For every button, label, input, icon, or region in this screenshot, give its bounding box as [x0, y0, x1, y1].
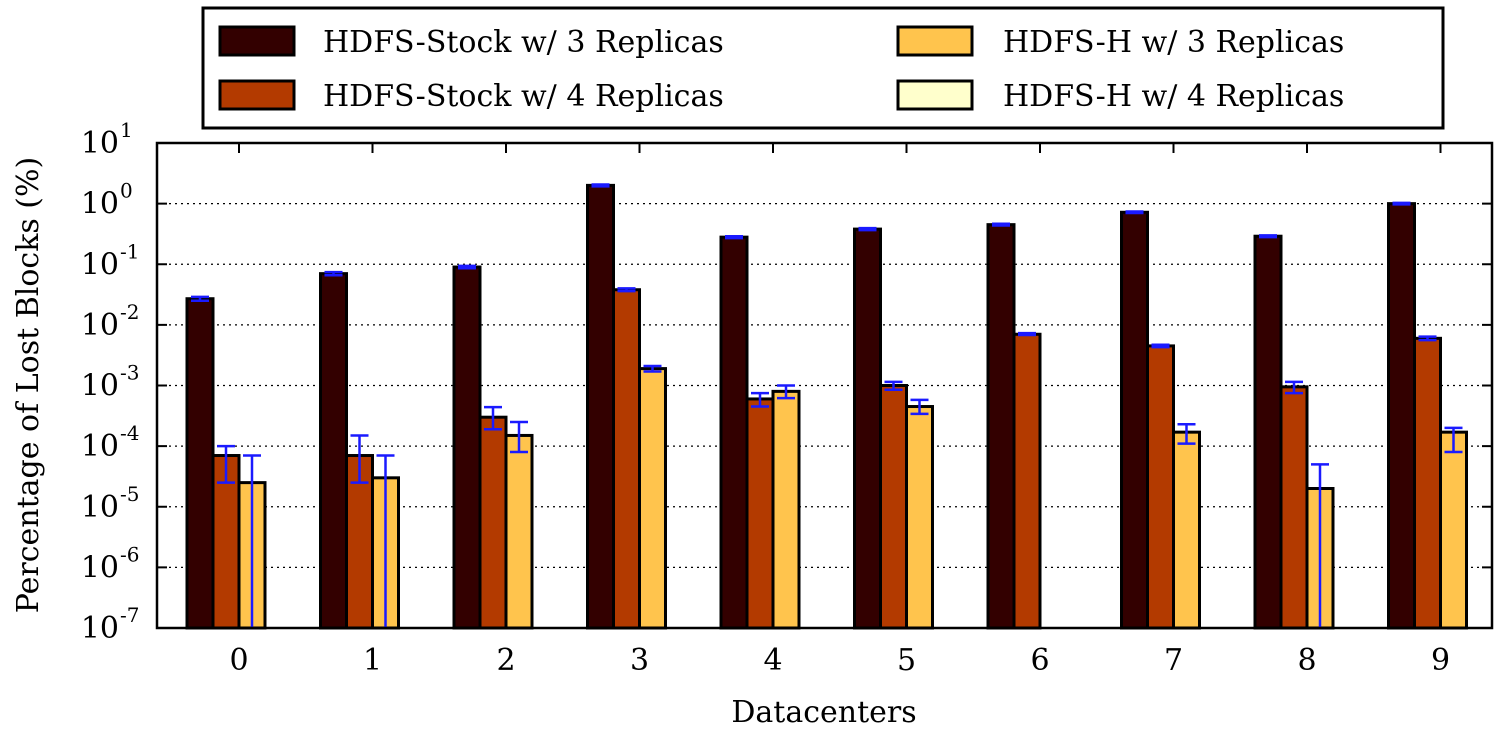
x-tick-label: 5: [897, 643, 916, 678]
x-axis-title: Datacenters: [731, 695, 916, 730]
y-tick-label: 10: [81, 126, 119, 161]
legend-swatch: [218, 79, 296, 111]
y-tick-exponent: -3: [120, 361, 139, 385]
bar: [612, 288, 641, 630]
bar: [1146, 344, 1175, 630]
legend-swatch: [896, 25, 974, 57]
error-bars: [191, 183, 1463, 628]
x-tick-label: 8: [1297, 643, 1316, 678]
y-tick-label: 10: [81, 490, 119, 525]
y-tick-label: 10: [81, 187, 119, 222]
bar: [319, 272, 348, 630]
bar: [879, 384, 908, 630]
legend-frame: [201, 6, 1445, 130]
x-tick-label: 9: [1431, 643, 1450, 678]
bar: [1120, 210, 1149, 630]
y-tick-exponent: 1: [120, 118, 133, 142]
legend-swatch: [218, 25, 296, 57]
y-tick-label: 10: [81, 308, 119, 343]
bar: [1172, 430, 1201, 630]
bar: [719, 235, 749, 630]
y-tick-exponent: -1: [120, 239, 139, 263]
x-tick-label: 3: [630, 643, 649, 678]
bar: [986, 223, 1016, 630]
y-tick-exponent: -7: [120, 603, 139, 627]
y-tick-exponent: -4: [120, 421, 139, 445]
bar: [1439, 430, 1468, 630]
y-tick-exponent: -5: [120, 482, 139, 506]
y-tick-exponent: -2: [120, 300, 139, 324]
x-tick-label: 6: [1030, 643, 1049, 678]
legend-label: HDFS-Stock w/ 3 Replicas: [323, 25, 724, 60]
axis-ticks: [157, 142, 1492, 629]
y-tick-label: 10: [81, 369, 119, 404]
y-axis-title: Percentage of Lost Blocks (%): [11, 157, 46, 613]
bar: [1387, 202, 1416, 630]
bar: [586, 183, 615, 630]
legend: HDFS-Stock w/ 3 Replicas HDFS-Stock w/ 4 …: [201, 6, 1445, 130]
x-tick-label: 2: [496, 643, 515, 678]
y-tick-label: 10: [81, 247, 119, 282]
bar: [1253, 234, 1283, 630]
y-tick-label: 10: [81, 429, 119, 464]
x-tick-label: 0: [229, 643, 248, 678]
y-tick-exponent: -6: [120, 542, 139, 566]
bar: [638, 367, 667, 630]
bar: [771, 389, 801, 630]
x-tick-label: 1: [363, 643, 382, 678]
bar: [905, 405, 934, 630]
bars: [185, 183, 1468, 630]
legend-label: HDFS-H w/ 3 Replicas: [1003, 25, 1344, 60]
bar: [1413, 336, 1442, 630]
x-tick-label: 4: [763, 643, 782, 678]
x-tick-labels: 0 1 2 3 4 5 6 7 8 9: [229, 643, 1450, 678]
legend-label: HDFS-H w/ 4 Replicas: [1003, 79, 1344, 114]
bar: [853, 227, 882, 630]
bar: [478, 415, 508, 630]
y-tick-exponent: 0: [120, 179, 133, 203]
bar: [1279, 385, 1309, 630]
bar: [1012, 332, 1042, 630]
bar: [504, 433, 534, 630]
legend-swatch: [896, 79, 974, 111]
bar: [745, 397, 775, 630]
x-tick-label: 7: [1164, 643, 1183, 678]
y-tick-label: 10: [81, 550, 119, 585]
y-tick-label: 10: [81, 611, 119, 646]
bar: [185, 297, 215, 630]
legend-label: HDFS-Stock w/ 4 Replicas: [323, 79, 724, 114]
bar: [452, 265, 482, 630]
